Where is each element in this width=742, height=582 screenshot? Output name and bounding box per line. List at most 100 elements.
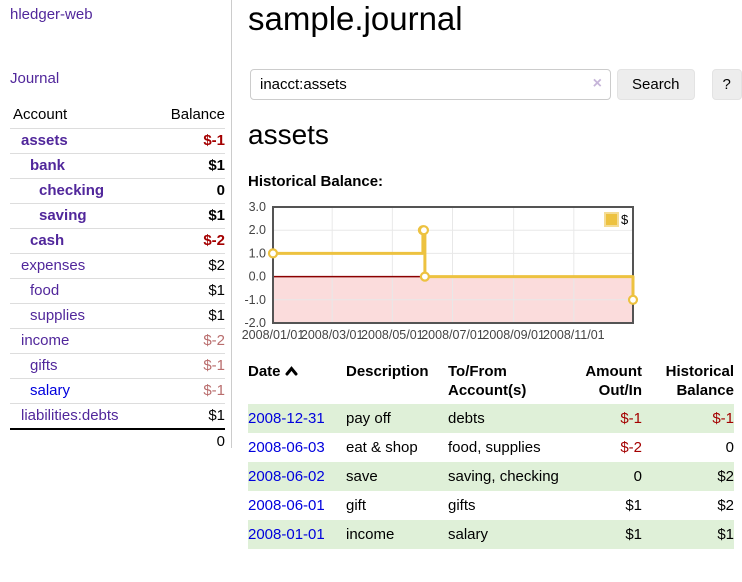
transaction-description: pay off	[346, 409, 391, 427]
account-row: expenses $2	[10, 253, 225, 279]
sidebar: hledger-web Journal Account Balance asse…	[0, 0, 232, 450]
svg-text:1.0: 1.0	[249, 246, 266, 260]
account-balance: $-2	[203, 232, 225, 249]
svg-text:2008/07/01: 2008/07/01	[421, 328, 484, 342]
account-link-liabilities-debts[interactable]: liabilities:debts	[21, 407, 119, 424]
register-row: 2008-12-31 pay off debts $-1 $-1	[248, 404, 734, 433]
transaction-balance: $2	[717, 496, 734, 514]
brand-link[interactable]: hledger-web	[10, 6, 93, 23]
transaction-date-link[interactable]: 2008-06-01	[248, 496, 325, 514]
account-row: gifts $-1	[10, 353, 225, 379]
help-button[interactable]: ?	[711, 69, 742, 100]
transaction-accounts: food, supplies	[448, 438, 541, 456]
account-balance: $-1	[203, 132, 225, 149]
account-row: checking 0	[10, 178, 225, 204]
account-balance: $1	[208, 307, 225, 324]
svg-text:2.0: 2.0	[249, 223, 266, 237]
account-row: saving $1	[10, 203, 225, 229]
account-balance: $1	[208, 207, 225, 224]
date-header-label: Date	[248, 363, 281, 380]
transaction-date-link[interactable]: 2008-12-31	[248, 409, 325, 427]
transaction-balance: $2	[717, 467, 734, 485]
svg-text:2008/05/01: 2008/05/01	[361, 328, 424, 342]
account-link-bank[interactable]: bank	[30, 157, 66, 174]
sidebar-item-journal[interactable]: Journal	[10, 70, 60, 87]
account-row: food $1	[10, 278, 225, 304]
register-header-balance: Historical Balance	[665, 363, 734, 399]
account-link-expenses[interactable]: expenses	[21, 257, 86, 274]
search-button[interactable]: Search	[617, 69, 695, 100]
transaction-accounts: salary	[448, 525, 489, 543]
search-box: ×	[250, 69, 611, 100]
account-link-salary[interactable]: salary	[30, 382, 71, 399]
register-header-date[interactable]: Date	[248, 358, 346, 404]
account-link-cash[interactable]: cash	[30, 232, 65, 249]
account-heading: assets	[248, 119, 329, 150]
account-row: liabilities:debts $1	[10, 403, 225, 430]
accounts-table: Account Balance assets $-1 bank $1 check…	[10, 103, 225, 454]
register-header-accounts: To/From Account(s)	[448, 363, 527, 399]
svg-text:2008/11/01: 2008/11/01	[543, 328, 605, 342]
account-row: assets $-1	[10, 128, 225, 154]
accounts-header-account: Account	[13, 106, 68, 123]
account-link-income[interactable]: income	[21, 332, 70, 349]
account-link-checking[interactable]: checking	[39, 182, 105, 199]
account-link-gifts[interactable]: gifts	[30, 357, 58, 374]
account-link-assets[interactable]: assets	[21, 132, 68, 149]
account-balance: $1	[208, 282, 225, 299]
register-row: 2008-06-03 eat & shop food, supplies $-2…	[248, 433, 734, 462]
transaction-description: gift	[346, 496, 367, 514]
account-balance: $-2	[203, 332, 225, 349]
account-link-saving[interactable]: saving	[39, 207, 87, 224]
account-balance: $-1	[203, 382, 225, 399]
accounts-total-row: 0	[10, 429, 225, 454]
account-link-supplies[interactable]: supplies	[30, 307, 86, 324]
search-form: × Search ?	[250, 69, 742, 100]
transaction-balance: $1	[717, 525, 734, 543]
register-row: 2008-01-01 income salary $1 $1	[248, 520, 734, 549]
transaction-balance: 0	[725, 438, 734, 456]
register-table: Date Description To/From Account(s) Amou…	[248, 358, 734, 549]
account-row: income $-2	[10, 328, 225, 354]
account-balance: $-1	[203, 357, 225, 374]
account-row: salary $-1	[10, 378, 225, 404]
transaction-description: income	[346, 525, 395, 543]
register-header-description: Description	[346, 363, 429, 380]
account-row: cash $-2	[10, 228, 225, 254]
account-balance: 0	[216, 182, 225, 199]
account-balance: $2	[208, 257, 225, 274]
clear-search-icon[interactable]: ×	[592, 75, 602, 92]
register-header-row: Date Description To/From Account(s) Amou…	[248, 358, 734, 404]
account-row: supplies $1	[10, 303, 225, 329]
transaction-date-link[interactable]: 2008-01-01	[248, 525, 325, 543]
svg-text:0.0: 0.0	[249, 270, 266, 284]
accounts-header-balance: Balance	[170, 106, 225, 123]
account-link-food[interactable]: food	[30, 282, 60, 299]
transaction-amount: $-2	[620, 438, 642, 456]
historical-balance-chart[interactable]: $3.0 2.0 1.0 0.0 -1.0 -2.02008/01/012008/03/0…	[240, 200, 742, 348]
transaction-amount: $-1	[620, 409, 642, 427]
svg-text:2008/03/01: 2008/03/01	[301, 328, 364, 342]
svg-text:$: $	[621, 212, 629, 227]
accounts-header-row: Account Balance	[10, 103, 225, 129]
search-input[interactable]	[250, 69, 611, 100]
transaction-accounts: debts	[448, 409, 485, 427]
transaction-date-link[interactable]: 2008-06-03	[248, 438, 325, 456]
page-title: sample.journal	[248, 0, 463, 37]
transaction-description: save	[346, 467, 378, 485]
register-header-amount: Amount Out/In	[585, 363, 642, 399]
chart-title: Historical Balance:	[248, 173, 384, 190]
account-balance: $1	[208, 407, 225, 424]
main-content: sample.journal × Search ? assets Histori…	[240, 0, 742, 582]
transaction-accounts: saving, checking	[448, 467, 559, 485]
svg-text:-1.0: -1.0	[244, 293, 266, 307]
svg-text:2008/09/01: 2008/09/01	[482, 328, 545, 342]
transaction-date-link[interactable]: 2008-06-02	[248, 467, 325, 485]
register-row: 2008-06-02 save saving, checking 0 $2	[248, 462, 734, 491]
svg-text:-2.0: -2.0	[244, 316, 266, 330]
svg-text:2008/01/01: 2008/01/01	[242, 328, 305, 342]
svg-text:3.0: 3.0	[249, 200, 266, 214]
account-balance: $1	[208, 157, 225, 174]
transaction-amount: $1	[625, 525, 642, 543]
accounts-total-value: 0	[216, 433, 225, 450]
